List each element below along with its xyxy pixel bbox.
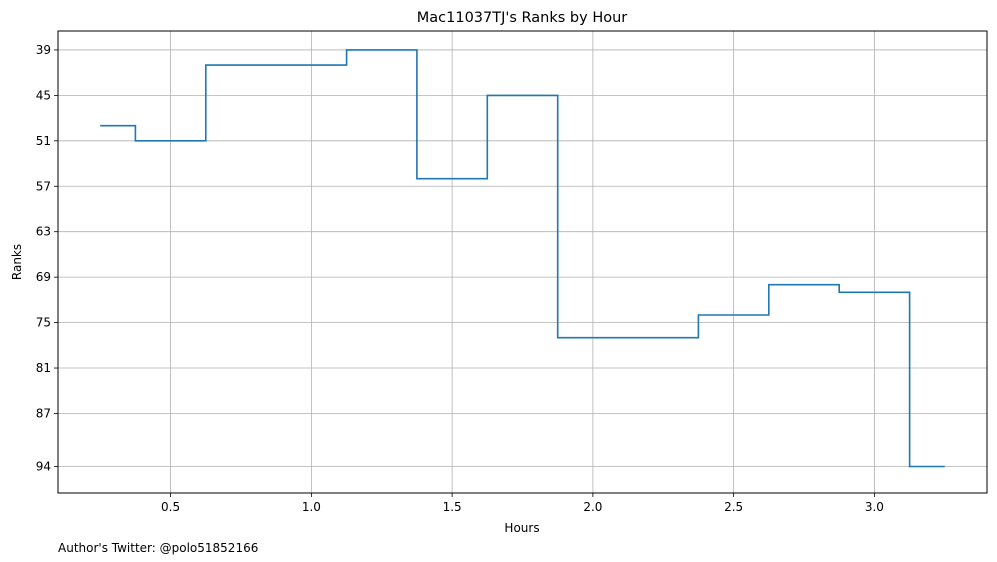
y-tick-label: 94 — [36, 459, 51, 473]
grid — [58, 31, 987, 493]
chart-title: Mac11037TJ's Ranks by Hour — [417, 10, 628, 26]
x-tick-label: 1.0 — [302, 500, 321, 514]
ticks: 0.5 1.0 1.5 2.0 2.5 3.0 39 45 51 57 63 69 75 81 87 94 — [36, 43, 884, 514]
x-axis-label: Hours — [504, 521, 539, 535]
y-tick-label: 45 — [36, 88, 51, 102]
y-tick-label: 81 — [36, 361, 51, 375]
series-layer — [100, 49, 945, 468]
y-tick-label: 63 — [36, 225, 51, 239]
y-tick-label: 39 — [36, 43, 51, 57]
y-tick-label: 51 — [36, 134, 51, 148]
y-axis-label: Ranks — [10, 244, 24, 280]
y-tick-label: 75 — [36, 316, 51, 330]
y-tick-label: 69 — [36, 270, 51, 284]
y-tick-label: 87 — [36, 406, 51, 420]
x-tick-label: 2.0 — [583, 500, 602, 514]
x-tick-label: 1.5 — [443, 500, 462, 514]
x-tick-label: 0.5 — [161, 500, 180, 514]
author-twitter-note: Author's Twitter: @polo51852166 — [58, 541, 258, 555]
y-tick-label: 57 — [36, 179, 51, 193]
plot-frame — [57, 30, 988, 494]
x-tick-label: 3.0 — [865, 500, 884, 514]
x-tick-label: 2.5 — [724, 500, 743, 514]
rank-step-line — [100, 49, 945, 468]
